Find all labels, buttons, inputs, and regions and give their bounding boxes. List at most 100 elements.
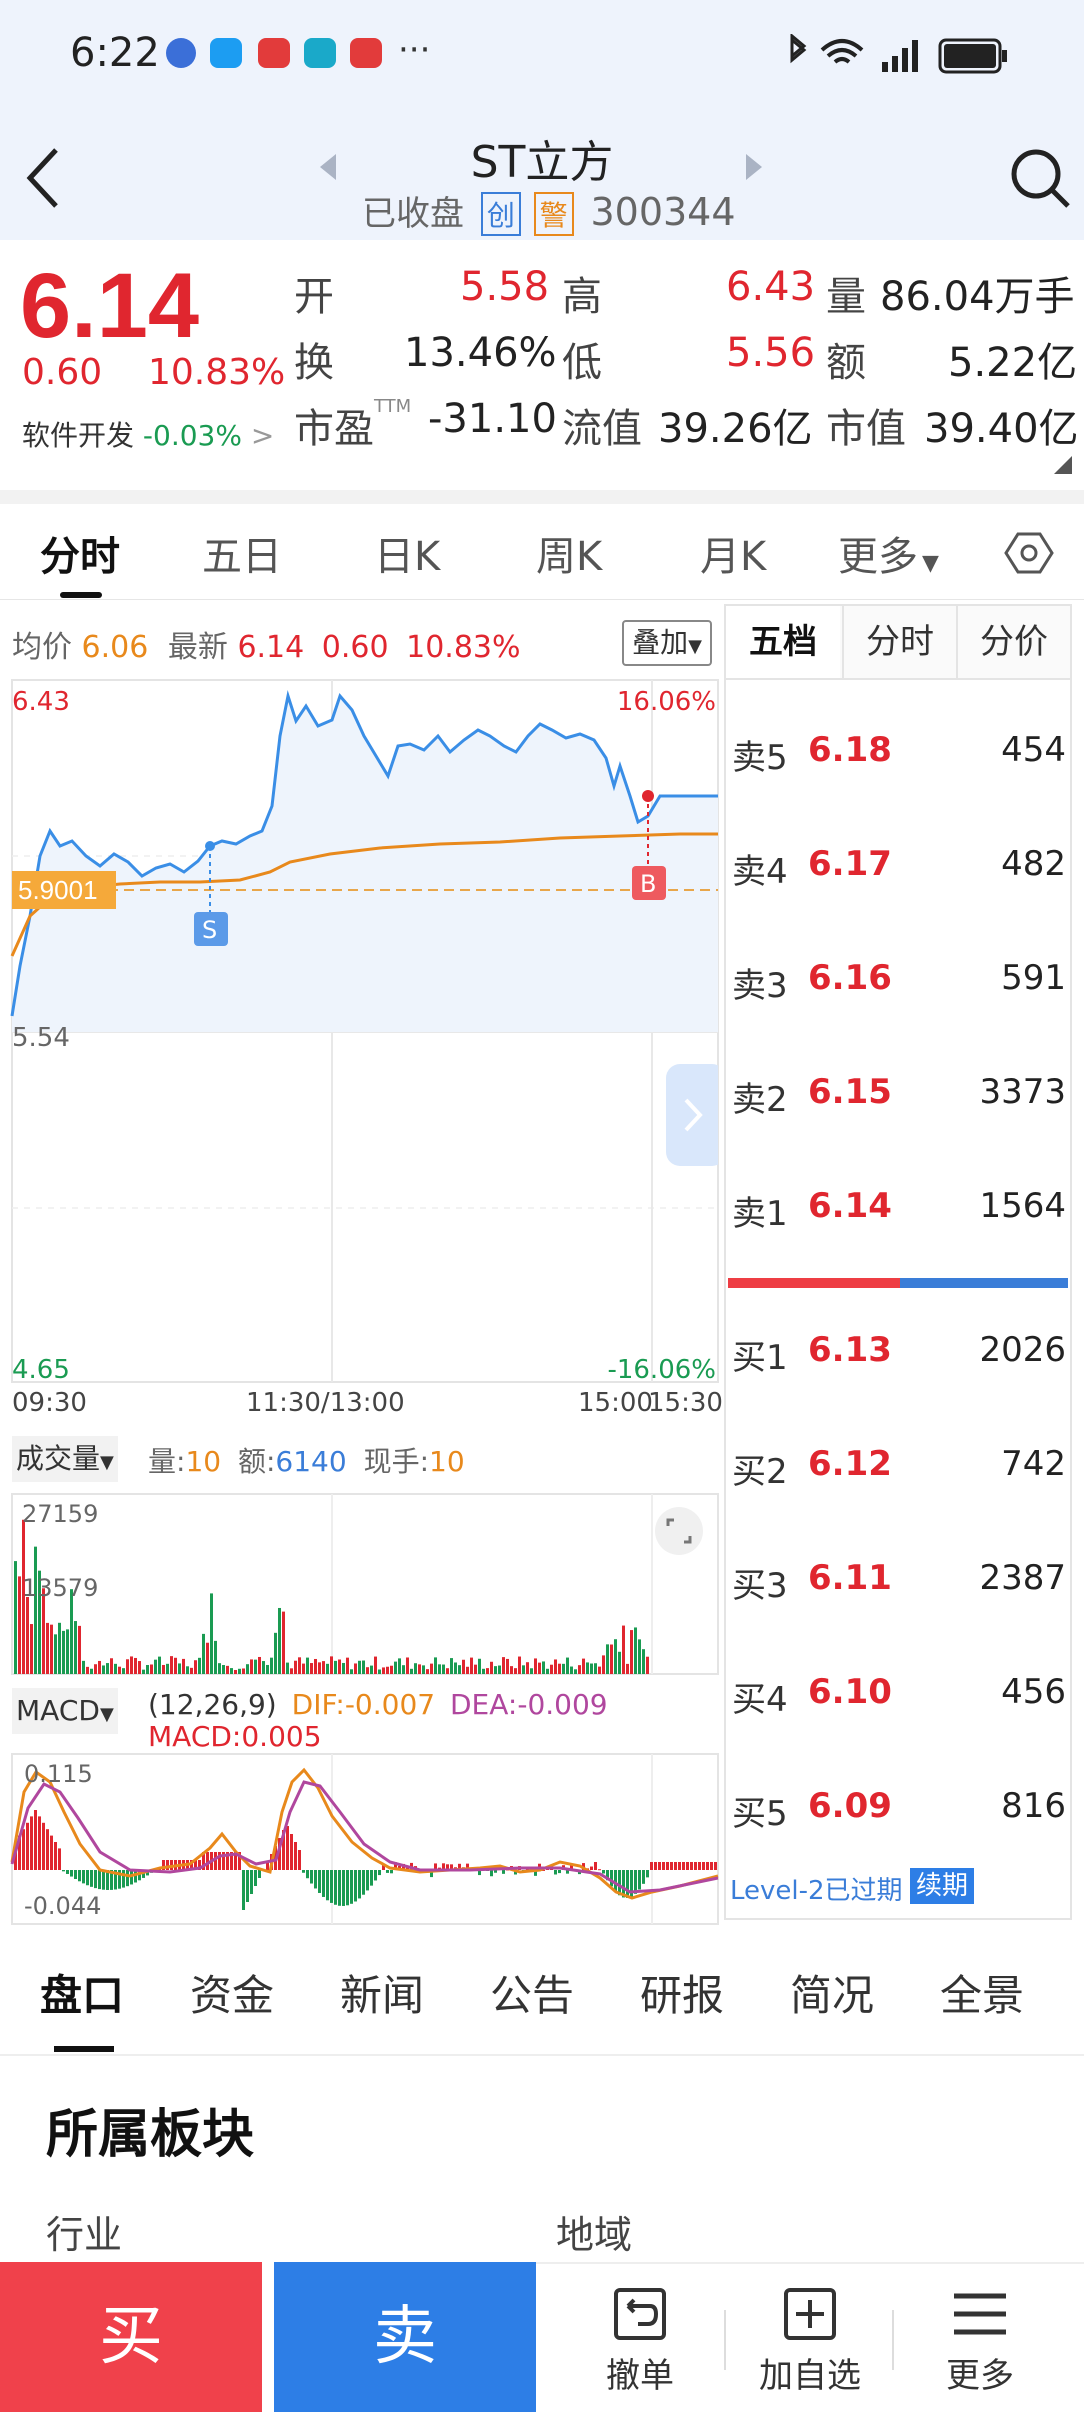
macd-bar	[478, 1870, 481, 1876]
tab-news[interactable]: 新闻	[340, 1971, 425, 2020]
volume-bar	[610, 1644, 613, 1674]
volume-bar	[318, 1662, 321, 1674]
volume-bar	[74, 1621, 77, 1674]
volume-bar	[34, 1546, 37, 1674]
volume-bar	[58, 1622, 61, 1674]
overlay-button[interactable]: 叠加▼	[622, 620, 712, 666]
macd-bar	[374, 1870, 377, 1881]
intraday-chart[interactable]: 5.9001 S B 6.43 5.54 4.65 16.06% -16.06%	[0, 676, 722, 1400]
macd-bar	[334, 1870, 337, 1905]
action-divider	[724, 2310, 726, 2370]
macd-y-top: 0.115	[24, 1760, 93, 1788]
prev-close-value: 5.9001	[18, 875, 98, 905]
tab-more[interactable]: 更多 ▼	[838, 534, 939, 580]
pct-axis-bottom: -16.06%	[607, 1355, 716, 1385]
next-stock-icon[interactable]	[744, 152, 764, 182]
volume-bar	[426, 1669, 429, 1674]
tab-day-k[interactable]: 日K	[374, 534, 441, 580]
volume-bar	[310, 1663, 313, 1674]
tab-overview[interactable]: 全景	[940, 1971, 1025, 2020]
volume-bar	[614, 1639, 617, 1674]
tab-capital[interactable]: 资金	[190, 1971, 275, 2020]
macd-legend: (12,26,9) DIF:-0.007 DEA:-0.009	[148, 1688, 608, 1721]
tab-research[interactable]: 研报	[640, 1971, 725, 2020]
tab-ticks[interactable]: 分时	[842, 606, 956, 678]
macd-bar	[326, 1870, 329, 1901]
macd-bar	[606, 1870, 609, 1881]
volume-bar	[606, 1644, 609, 1674]
macd-bar	[406, 1867, 409, 1870]
volume-bar	[518, 1656, 521, 1674]
volume-bar	[226, 1665, 229, 1674]
back-arrow-icon[interactable]	[22, 146, 62, 210]
buy-button[interactable]: 买	[0, 2262, 262, 2412]
volume-bar	[66, 1629, 69, 1674]
tab-month-k[interactable]: 月K	[700, 534, 767, 580]
y-axis-mid: 5.54	[12, 1023, 70, 1053]
volume-bar	[238, 1668, 241, 1674]
tab-five-day[interactable]: 五日	[202, 534, 282, 580]
macd-bar	[102, 1870, 105, 1890]
add-watchlist-button[interactable]: 加自选	[730, 2262, 890, 2412]
volume-bar	[346, 1657, 349, 1674]
macd-bar	[594, 1862, 597, 1870]
tab-intraday[interactable]: 分时	[40, 534, 120, 580]
macd-bar	[534, 1870, 537, 1876]
sell-button[interactable]: 卖	[274, 2262, 536, 2412]
macd-bar	[234, 1852, 237, 1870]
message-app-icon	[210, 38, 242, 68]
volume-bar	[362, 1660, 365, 1674]
macd-bar	[46, 1829, 49, 1870]
macd-bar	[222, 1852, 225, 1870]
chart-settings-icon[interactable]	[1004, 530, 1054, 576]
macd-bar	[570, 1863, 573, 1870]
macd-bar	[446, 1864, 449, 1870]
sector-link[interactable]: 软件开发 -0.03% >	[22, 414, 274, 454]
volume-bar	[334, 1660, 337, 1674]
renew-button[interactable]: 续期	[910, 1868, 975, 1904]
macd-bar	[330, 1870, 333, 1903]
volume-bar	[574, 1669, 577, 1674]
volume-bar	[130, 1656, 133, 1674]
tab-profile[interactable]: 简况	[790, 1971, 875, 2020]
more-actions-button[interactable]: 更多	[900, 2262, 1060, 2412]
search-icon[interactable]	[1008, 146, 1072, 210]
baidu-app-icon	[166, 38, 196, 68]
tab-week-k[interactable]: 周K	[536, 534, 603, 580]
cancel-order-button[interactable]: 撤单	[560, 2262, 720, 2412]
macd-bar	[310, 1870, 313, 1884]
mail-app-icon	[350, 38, 382, 68]
volume-bar	[566, 1657, 569, 1674]
ask-row: 卖5 6.18 454	[732, 730, 1066, 778]
battery-icon	[938, 38, 1002, 74]
tab-five-levels[interactable]: 五档	[726, 606, 840, 678]
volume-y-mid: 13579	[22, 1574, 98, 1602]
divider	[0, 490, 1084, 504]
macd-bar	[682, 1862, 685, 1870]
macd-bar	[294, 1842, 297, 1870]
macd-bar	[206, 1852, 209, 1870]
tab-announcements[interactable]: 公告	[490, 1971, 575, 2020]
tab-market-depth[interactable]: 盘口	[40, 1971, 125, 2020]
indicator-selector-volume[interactable]: 成交量▼	[12, 1436, 118, 1482]
expand-corner-icon[interactable]	[1054, 456, 1072, 474]
prev-stock-icon[interactable]	[318, 152, 338, 182]
volume-bar	[282, 1611, 285, 1674]
macd-bar	[710, 1862, 713, 1870]
macd-bar	[694, 1862, 697, 1870]
market-status: 已收盘	[362, 194, 464, 234]
volume-bar	[570, 1666, 573, 1674]
label-low: 低	[562, 340, 602, 386]
fullscreen-icon[interactable]	[654, 1506, 704, 1556]
ask-row: 卖3 6.16 591	[732, 958, 1066, 1006]
volume-bar	[178, 1663, 181, 1674]
volume-bar	[590, 1663, 593, 1674]
macd-bar	[258, 1870, 261, 1878]
volume-bar	[46, 1622, 49, 1674]
indicator-selector-macd[interactable]: MACD▼	[12, 1688, 118, 1734]
expand-panel-icon[interactable]	[666, 1064, 718, 1166]
tab-price-dist[interactable]: 分价	[956, 606, 1070, 678]
sell-marker-label: S	[202, 916, 217, 944]
volume-bar	[454, 1662, 457, 1674]
macd-bar	[558, 1870, 561, 1874]
